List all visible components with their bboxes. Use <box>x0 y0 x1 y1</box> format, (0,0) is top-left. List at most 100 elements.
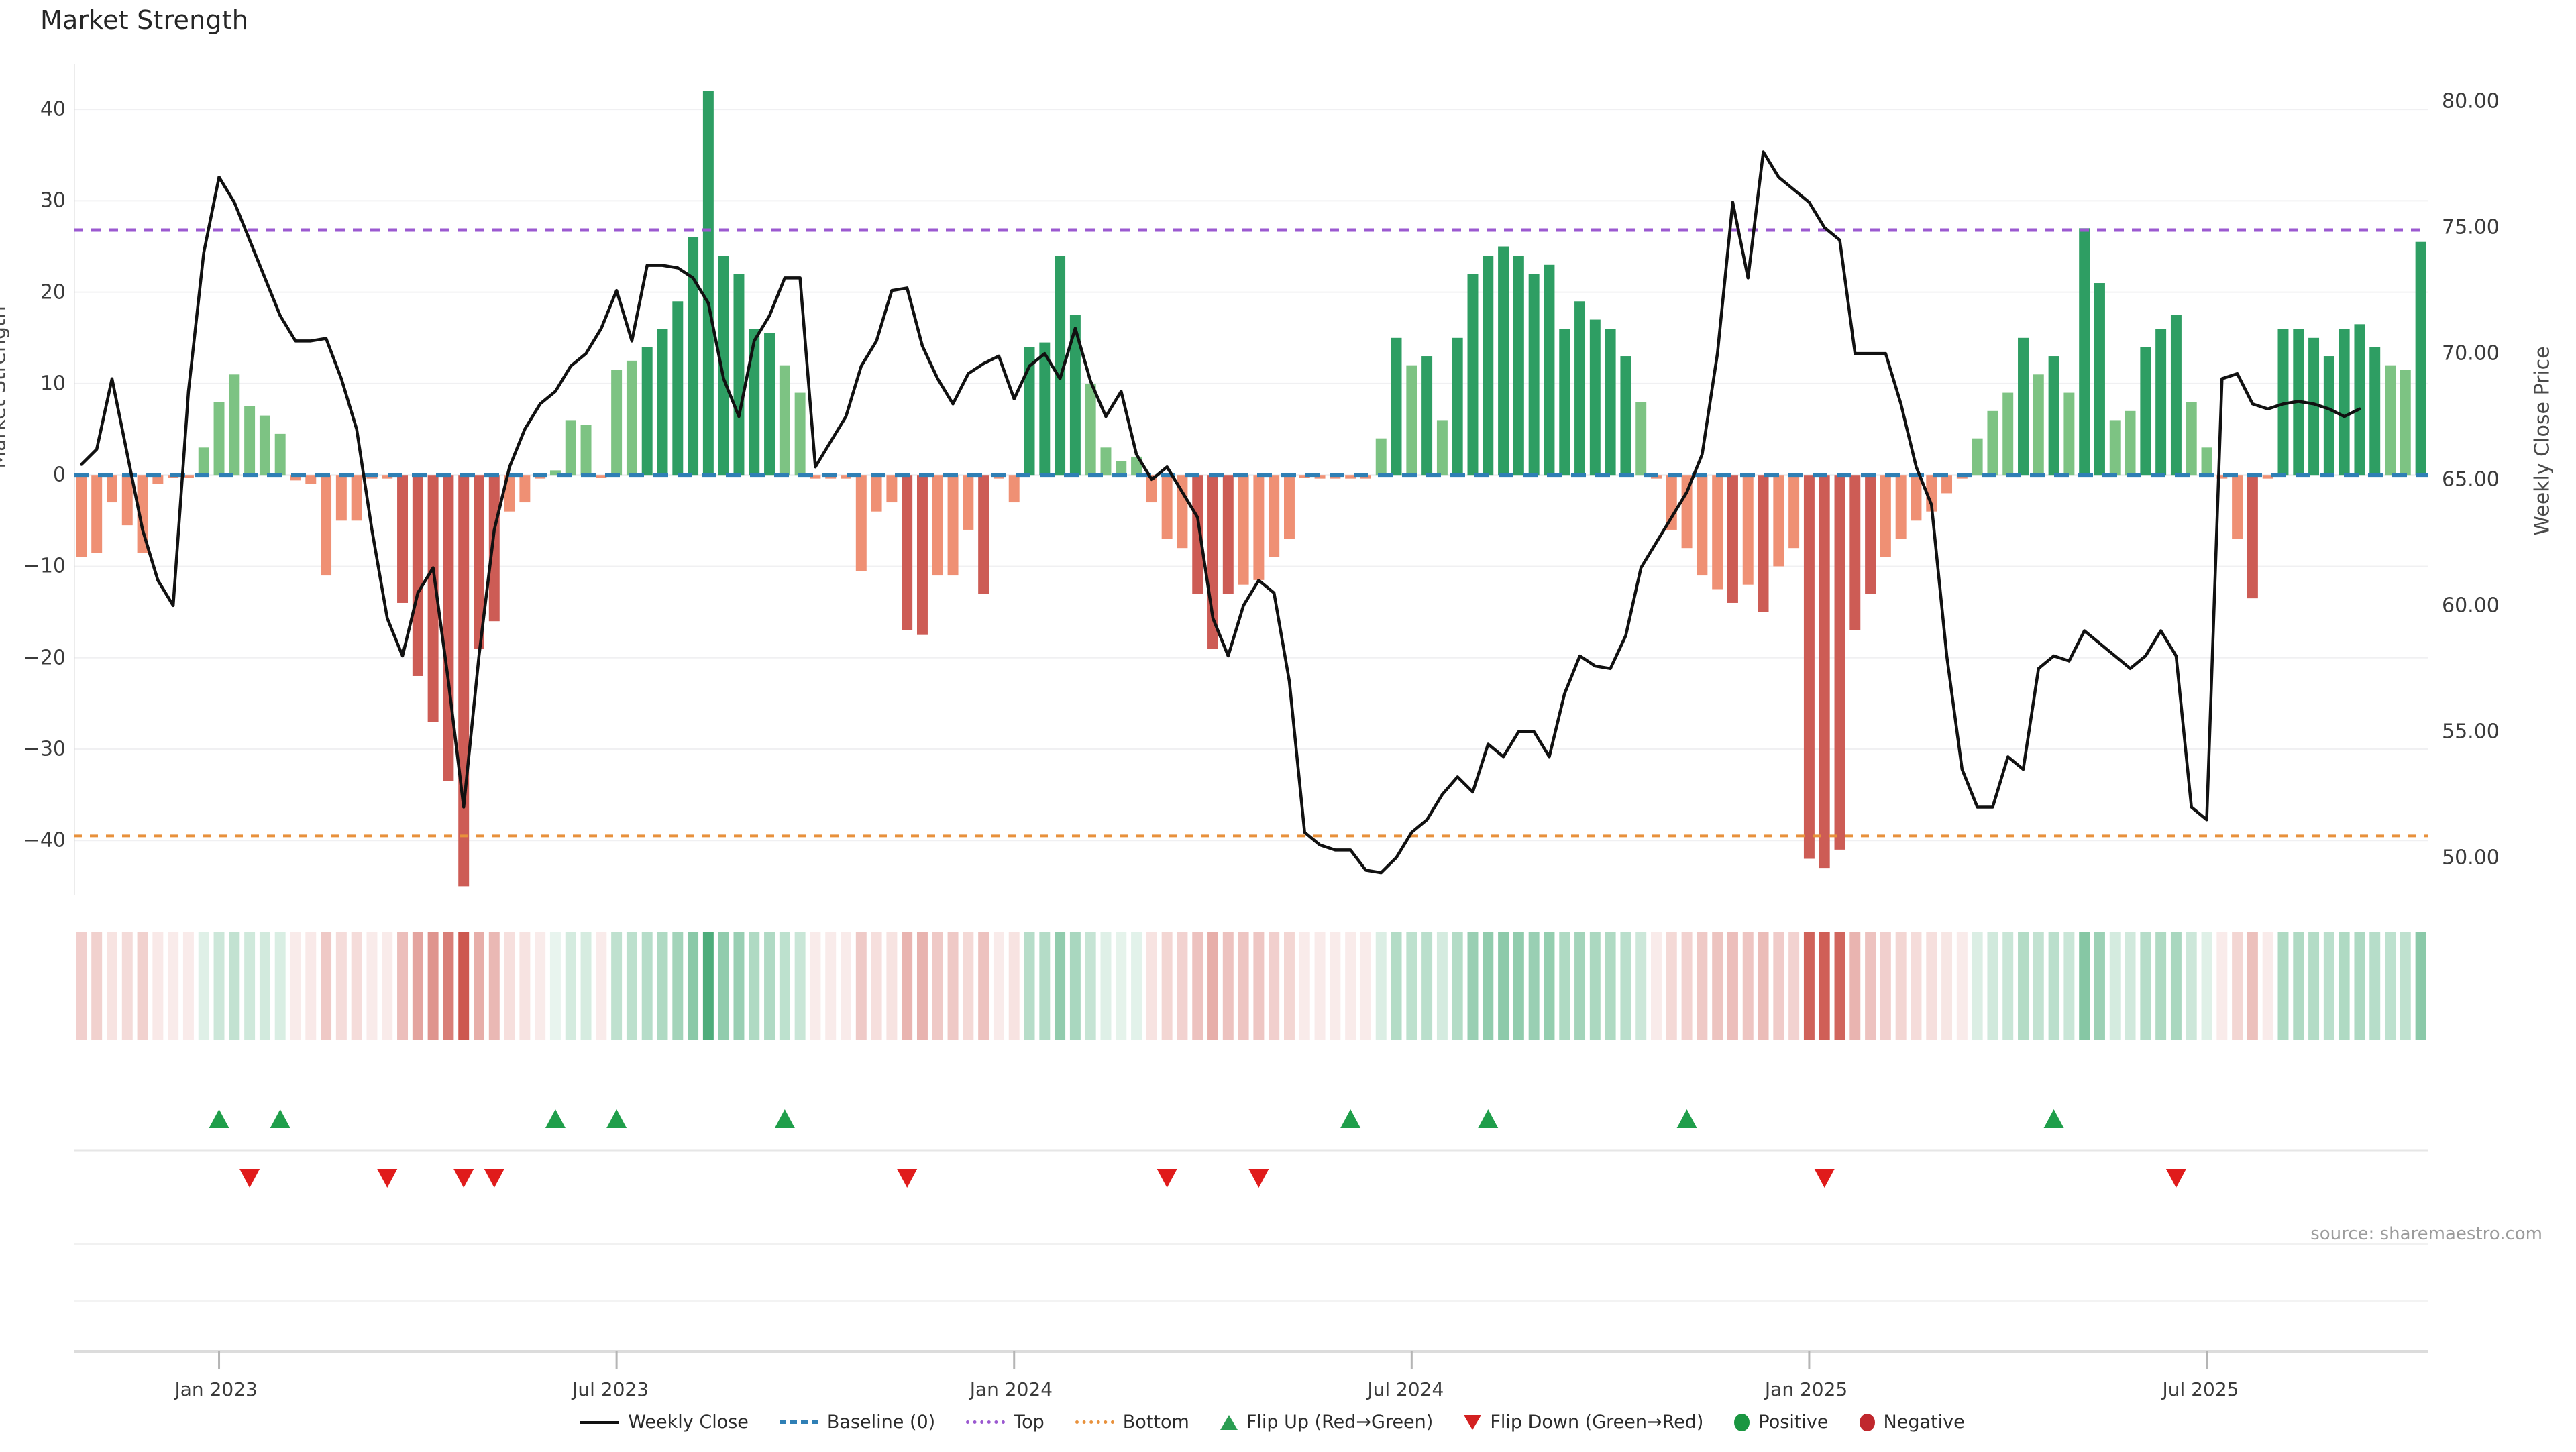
bar <box>2354 324 2365 476</box>
heatmap-cell <box>2125 932 2136 1040</box>
flip-down-marker <box>377 1169 398 1188</box>
heatmap-cell <box>672 932 684 1040</box>
bar <box>702 91 714 476</box>
heatmap-cell <box>993 932 1004 1040</box>
bar <box>1941 475 1953 494</box>
bar <box>1100 447 1112 476</box>
bar <box>932 475 943 576</box>
bar <box>1513 256 1524 476</box>
heatmap-cell <box>229 932 240 1040</box>
bar <box>2140 347 2151 476</box>
flip-up-marker <box>1340 1109 1361 1128</box>
bar <box>580 425 592 476</box>
legend-label: Flip Up (Red→Green) <box>1246 1412 1434 1433</box>
bar <box>1436 420 1448 476</box>
bar <box>1697 475 1708 576</box>
heatmap-cell <box>1177 932 1188 1040</box>
bar <box>1406 365 1417 476</box>
heatmap-cell <box>1284 932 1295 1040</box>
bar <box>947 475 959 576</box>
bar <box>1758 475 1769 612</box>
triangle-down-icon <box>1464 1414 1482 1430</box>
bar <box>488 475 500 622</box>
y-axis-left-tick: 30 <box>40 188 66 213</box>
bar <box>305 475 317 484</box>
bar <box>549 470 561 476</box>
bar <box>1055 256 1066 476</box>
bar <box>779 365 790 476</box>
weekly-close-line-icon <box>580 1420 620 1424</box>
heatmap-cell <box>688 932 699 1040</box>
bar <box>1253 475 1265 580</box>
heatmap-cell <box>1116 932 1127 1040</box>
bar <box>1375 438 1387 476</box>
legend-item: Flip Down (Green→Red) <box>1464 1412 1703 1433</box>
heatmap-cell <box>1085 932 1096 1040</box>
heatmap-cell <box>1865 932 1876 1040</box>
bar <box>855 475 867 571</box>
heatmap-cell <box>121 932 133 1040</box>
bar <box>1773 475 1784 567</box>
heatmap-cell <box>1589 932 1601 1040</box>
bar <box>274 433 286 476</box>
y-axis-left-tick: 0 <box>52 463 66 487</box>
bar <box>871 475 882 512</box>
heatmap-cell <box>886 932 898 1040</box>
heatmap-cell <box>2033 932 2044 1040</box>
bar <box>137 475 148 553</box>
bar <box>182 475 194 478</box>
bar <box>1146 475 1157 503</box>
heatmap-cell <box>137 932 148 1040</box>
bar <box>886 475 898 503</box>
bar <box>2033 374 2044 476</box>
bar <box>1116 461 1127 476</box>
bar <box>718 256 729 476</box>
heatmap-cell <box>1574 932 1586 1040</box>
bar <box>2002 392 2014 476</box>
flip-up-marker <box>545 1109 566 1128</box>
heatmap-cell <box>152 932 164 1040</box>
heatmap-cell <box>1788 932 1800 1040</box>
bar <box>749 329 760 476</box>
heatmap-cell <box>2109 932 2121 1040</box>
heatmap-cell <box>2308 932 2320 1040</box>
heatmap-cell <box>244 932 256 1040</box>
heatmap-cell <box>2170 932 2182 1040</box>
bar <box>2247 475 2258 599</box>
heatmap-cell <box>305 932 317 1040</box>
heatmap-cell <box>1222 932 1234 1040</box>
heatmap-cell <box>2216 932 2228 1040</box>
heatmap-cell <box>549 932 561 1040</box>
heatmap-cell <box>641 932 653 1040</box>
heatmap-cell <box>810 932 821 1040</box>
bar <box>152 475 164 484</box>
bar <box>565 420 576 476</box>
circle-icon <box>1734 1413 1750 1431</box>
bar <box>76 475 87 557</box>
heatmap-cell <box>1620 932 1631 1040</box>
y-axis-right-tick: 65.00 <box>2442 467 2500 492</box>
heatmap-cell <box>259 932 270 1040</box>
heatmap-cell <box>107 932 117 1040</box>
x-axis-tick: Jan 2024 <box>969 1378 1053 1400</box>
bar <box>121 475 133 526</box>
bar <box>2048 356 2059 476</box>
bar <box>91 475 103 553</box>
heatmap-cell <box>321 932 332 1040</box>
heatmap-cell <box>2293 932 2304 1040</box>
heatmap-cell <box>825 932 837 1040</box>
bar <box>733 274 745 476</box>
heatmap-cell <box>779 932 790 1040</box>
bar <box>1788 475 1800 549</box>
bar <box>2186 402 2197 476</box>
heatmap-cell <box>366 932 378 1040</box>
bar <box>397 475 409 603</box>
heatmap-cell <box>1727 932 1738 1040</box>
heatmap-cell <box>412 932 423 1040</box>
heatmap-cell <box>1100 932 1112 1040</box>
heatmap-cell <box>1559 932 1570 1040</box>
heatmap-cell <box>1880 932 1891 1040</box>
bar <box>1926 475 1937 512</box>
heatmap-cell <box>397 932 409 1040</box>
bar <box>1972 438 1983 476</box>
